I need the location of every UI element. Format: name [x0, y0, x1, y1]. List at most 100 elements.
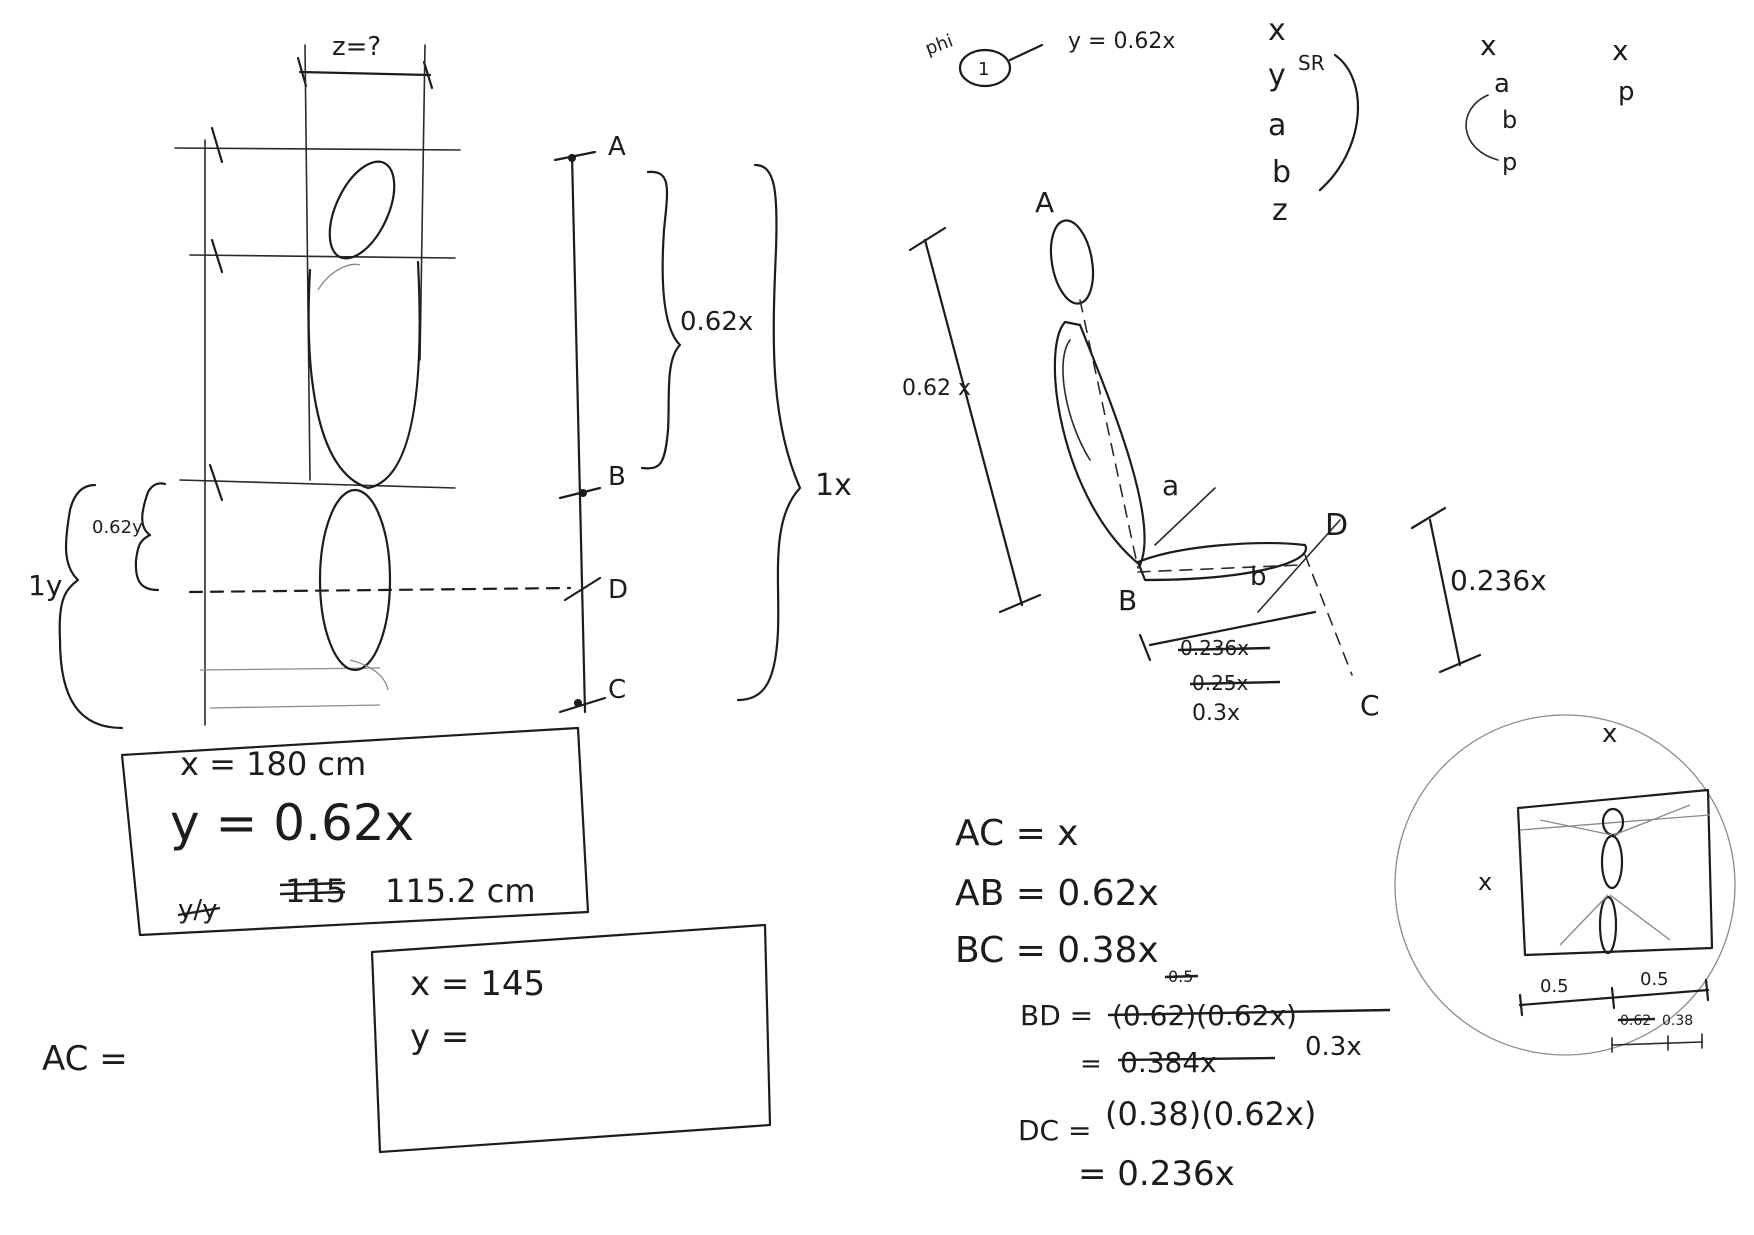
vitruvian-half-left: 0.5: [1540, 976, 1569, 997]
torso-shape: [307, 260, 421, 490]
seated-label-b: b: [1250, 562, 1267, 592]
eq-dc-expr: (0.38)(0.62x): [1105, 1095, 1316, 1133]
seated-shin-dashed: [1304, 554, 1353, 676]
tick-d: [563, 576, 602, 602]
brace-ab: [640, 170, 682, 470]
eq-dc-label: DC =: [1018, 1114, 1091, 1147]
seated-torso-shape: [1053, 320, 1146, 567]
phi-circle: [958, 48, 1012, 88]
variable-list-2: x a b p: [1465, 29, 1517, 176]
vitruvian-side-label: x: [1478, 868, 1492, 896]
eq-ac: AC = x: [955, 813, 1079, 854]
hip-shape: [318, 488, 392, 672]
point-label-b: B: [608, 462, 626, 492]
point-label-a: A: [608, 132, 626, 162]
seated-point-c: C: [1360, 689, 1380, 722]
brace-ac-label: 1x: [815, 468, 852, 503]
var1-item-3: b: [1272, 155, 1291, 190]
vitruvian-arm-right: [1613, 804, 1691, 836]
phi-note: phi 1 y = 0.62x: [923, 29, 1175, 88]
seated-figure-diagram: 0.62 x A a b B D C 0.236x 0.25x 0.3x 0.: [902, 186, 1547, 726]
leader-b: [1257, 519, 1341, 613]
box-180-line2: y = 0.62x: [170, 794, 414, 852]
guide-horizontal-1: [174, 147, 461, 151]
vitruvian-arm-left: [1539, 819, 1613, 836]
brace-left-outer: [58, 483, 124, 730]
vitruvian-legs: [1598, 895, 1618, 955]
box-180: x = 180 cm y = 0.62x 115 115.2 cm y/y: [120, 726, 590, 937]
leader-a: [1154, 487, 1216, 546]
width-dimension-line: [298, 70, 432, 77]
vitruvian-half-right: 0.5: [1640, 969, 1669, 990]
guide-horizontal-2: [189, 254, 456, 259]
seated-thigh-shape: [1136, 542, 1308, 582]
seated-label-a: a: [1162, 469, 1179, 502]
guide-vertical-left: [304, 44, 311, 481]
thigh-dimension-tick: [1138, 633, 1152, 662]
right-height-label: 0.236x: [1450, 564, 1547, 597]
box-180-strike-1: [279, 881, 346, 887]
seated-point-b: B: [1118, 584, 1137, 617]
eq-ab: AB = 0.62x: [955, 873, 1159, 914]
eq-bd-strike: [1107, 1008, 1391, 1017]
var2-item-0: x: [1480, 29, 1497, 62]
eq-bc: BC = 0.38x: [955, 930, 1159, 971]
vitruvian-sketch: x x 0.5 0.5 0.62 0.38: [1394, 714, 1736, 1056]
tick-h2: [210, 238, 224, 274]
var1-loop-curve: [1318, 53, 1360, 192]
vitruvian-leg-left: [1559, 894, 1609, 946]
box-180-line1: x = 180 cm: [180, 745, 366, 783]
width-label: z=?: [332, 32, 381, 62]
brace-ac: [736, 163, 802, 702]
vitruvian-scale-tick-right: [1704, 978, 1710, 1002]
phi-connector: [1008, 43, 1044, 62]
var1-loop-label: SR: [1298, 51, 1325, 75]
point-label-d: D: [608, 575, 628, 605]
eq-bd-label: BD =: [1020, 999, 1093, 1032]
thigh-strike-1: [1177, 646, 1271, 652]
box-180-frame: [120, 726, 590, 937]
box-180-line3: 115.2 cm: [385, 872, 536, 910]
right-height-tick-top: [1410, 506, 1447, 530]
seated-point-d: D: [1325, 508, 1348, 543]
vitruvian-scale-value: 0.38: [1662, 1013, 1693, 1029]
hip-hatch: [349, 659, 389, 691]
var3-item-1: p: [1618, 77, 1635, 107]
phi-text: y = 0.62x: [1068, 29, 1175, 54]
guide-horizontal-5: [209, 704, 381, 709]
brace-left-inner: [134, 482, 167, 592]
var2-item-3: p: [1502, 148, 1517, 176]
var1-item-2: a: [1268, 108, 1286, 143]
axis-a-c: [570, 153, 587, 714]
box-145: x = 145 y =: [370, 923, 772, 1154]
phi-circle-number: 1: [978, 59, 989, 80]
eq-bd-equals: =: [1080, 1049, 1102, 1079]
tick-h1: [210, 126, 224, 164]
vitruvian-top-label: x: [1602, 719, 1617, 749]
var2-item-2: b: [1502, 106, 1517, 134]
eq-bd-value: 0.3x: [1305, 1032, 1362, 1062]
vitruvian-scale-tick-left: [1518, 993, 1524, 1017]
box-145-frame: [370, 923, 772, 1154]
var2-loop-curve: [1465, 94, 1499, 161]
seated-thigh-dashed: [1137, 564, 1301, 573]
seated-height-tick-bottom: [998, 593, 1042, 614]
thigh-value: 0.3x: [1192, 701, 1240, 726]
head-shape: [328, 160, 396, 260]
dashed-line-d: [188, 586, 572, 594]
phi-label: phi: [923, 30, 956, 59]
seated-height-tick-top: [908, 226, 947, 252]
var3-item-0: x: [1612, 34, 1629, 67]
eq-bd-note-strike: [1164, 974, 1199, 979]
thigh-strike-2: [1189, 680, 1281, 686]
torso-hatch: [317, 263, 361, 291]
box-180-fraction-strike: [177, 906, 221, 917]
seated-head-shape: [1049, 219, 1095, 305]
seated-point-a: A: [1035, 186, 1054, 219]
point-a-dot: [568, 154, 576, 162]
vitruvian-arm-line: [1519, 814, 1711, 831]
tick-c: [558, 696, 607, 714]
box-145-line1: x = 145: [410, 964, 545, 1004]
var1-item-1: y: [1268, 58, 1286, 93]
